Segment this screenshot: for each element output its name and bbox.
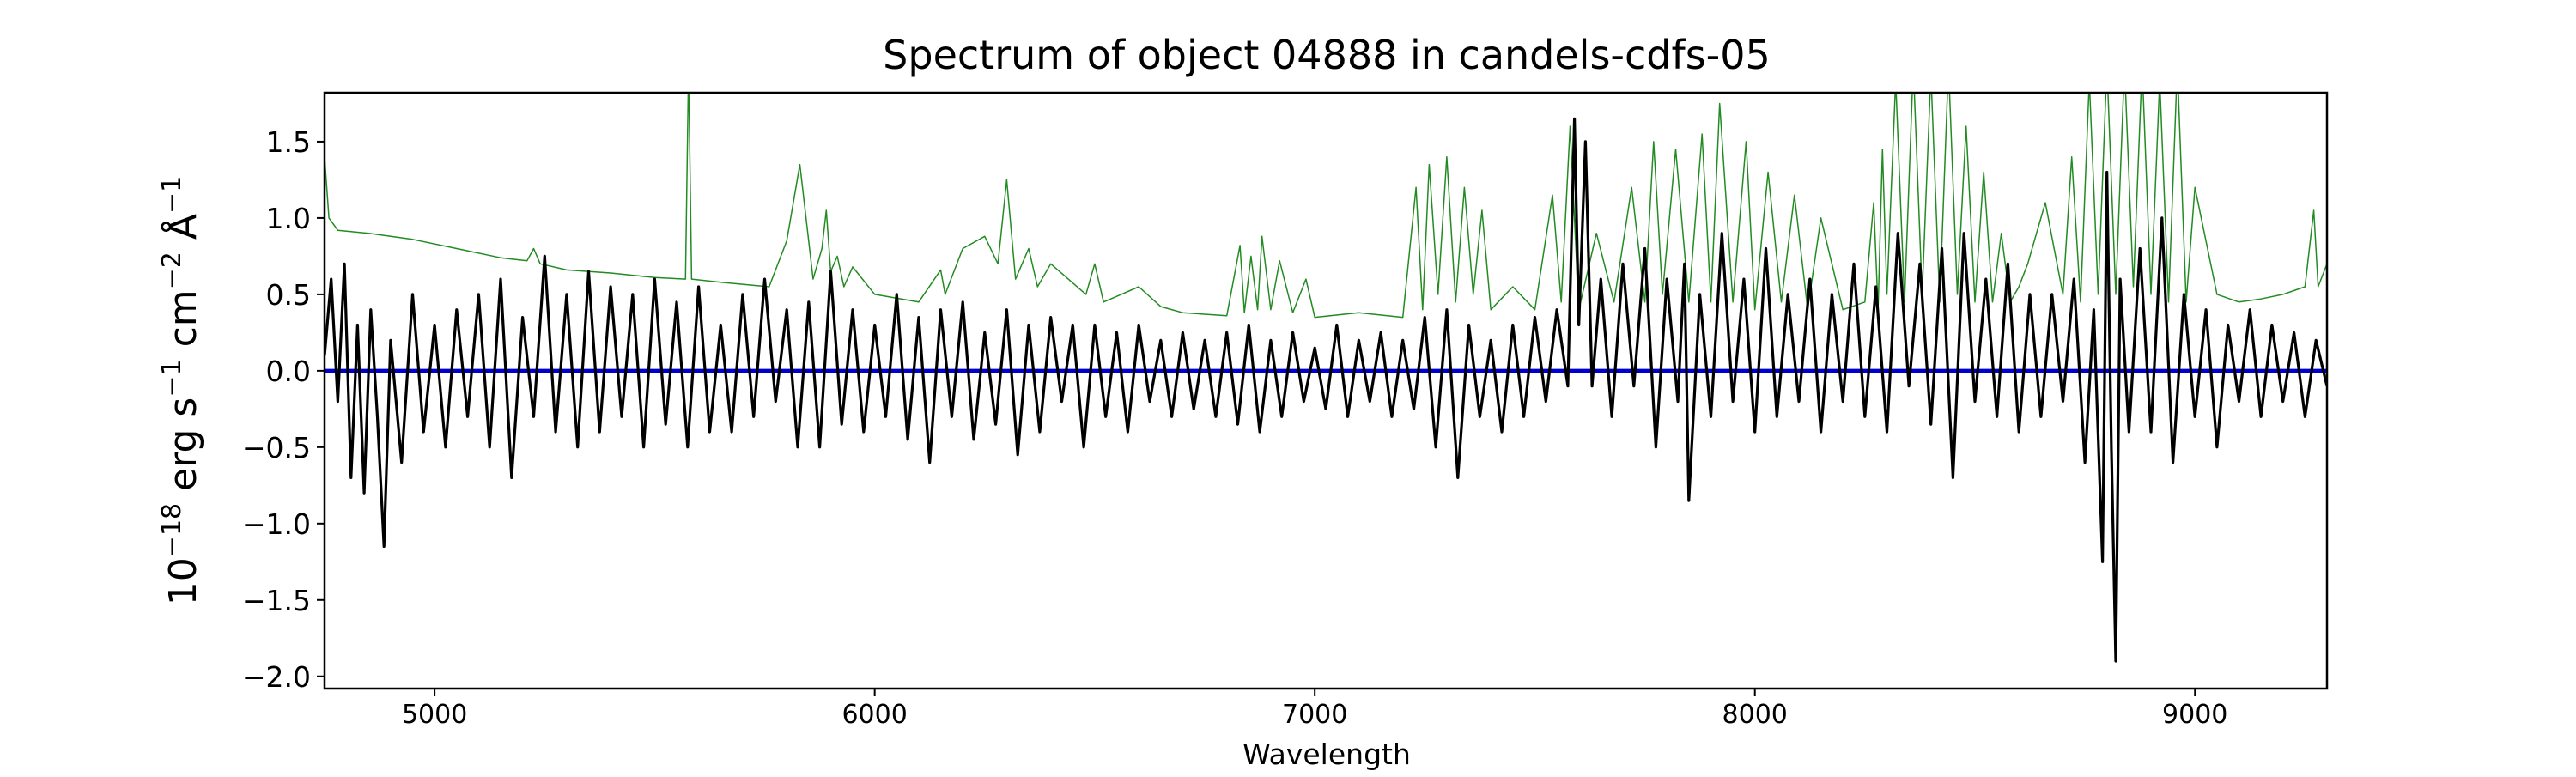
y-tick-label: 1.5 (266, 125, 311, 159)
plot-frame (323, 91, 2329, 690)
y-tick-label: 0.0 (266, 355, 311, 388)
y-tick-label: −1.0 (242, 507, 311, 541)
y-axis-label: 10−18 erg s−1 cm−2 Å−1 (157, 176, 205, 605)
y-axis-label-exp1: −18 (157, 503, 187, 557)
y-tick-label: 1.0 (266, 202, 311, 235)
x-tick-label: 5000 (402, 700, 467, 730)
y-axis-label-unit3: Å (160, 214, 205, 252)
y-axis-label-unit2: cm (161, 289, 205, 359)
y-axis-label-unit1: erg s (161, 398, 205, 503)
model-spectrum-line (325, 93, 2327, 319)
y-axis: −2.0 −1.5 −1.0 −0.5 0.0 0.5 1.0 1.5 (242, 125, 325, 694)
x-tick-label: 9000 (2162, 700, 2227, 730)
x-axis: 5000 6000 7000 8000 9000 (402, 689, 2227, 730)
y-axis-label-exp3: −2 (157, 252, 187, 289)
y-axis-label-exp2: −1 (157, 359, 187, 397)
x-tick-label: 6000 (841, 700, 907, 730)
y-tick-label: −0.5 (242, 431, 311, 464)
observed-spectrum-line (325, 117, 2327, 663)
y-axis-label-exp4: −1 (157, 176, 187, 214)
y-tick-label: 0.5 (266, 278, 311, 312)
y-tick-label: −1.5 (242, 584, 311, 617)
y-axis-label-base: 10 (161, 557, 205, 605)
x-tick-label: 8000 (1722, 700, 1788, 730)
x-tick-label: 7000 (1282, 700, 1347, 730)
x-axis-label: Wavelength (1242, 738, 1411, 771)
y-tick-label: −2.0 (242, 660, 311, 694)
chart-title: Spectrum of object 04888 in candels-cdfs… (883, 32, 1771, 78)
